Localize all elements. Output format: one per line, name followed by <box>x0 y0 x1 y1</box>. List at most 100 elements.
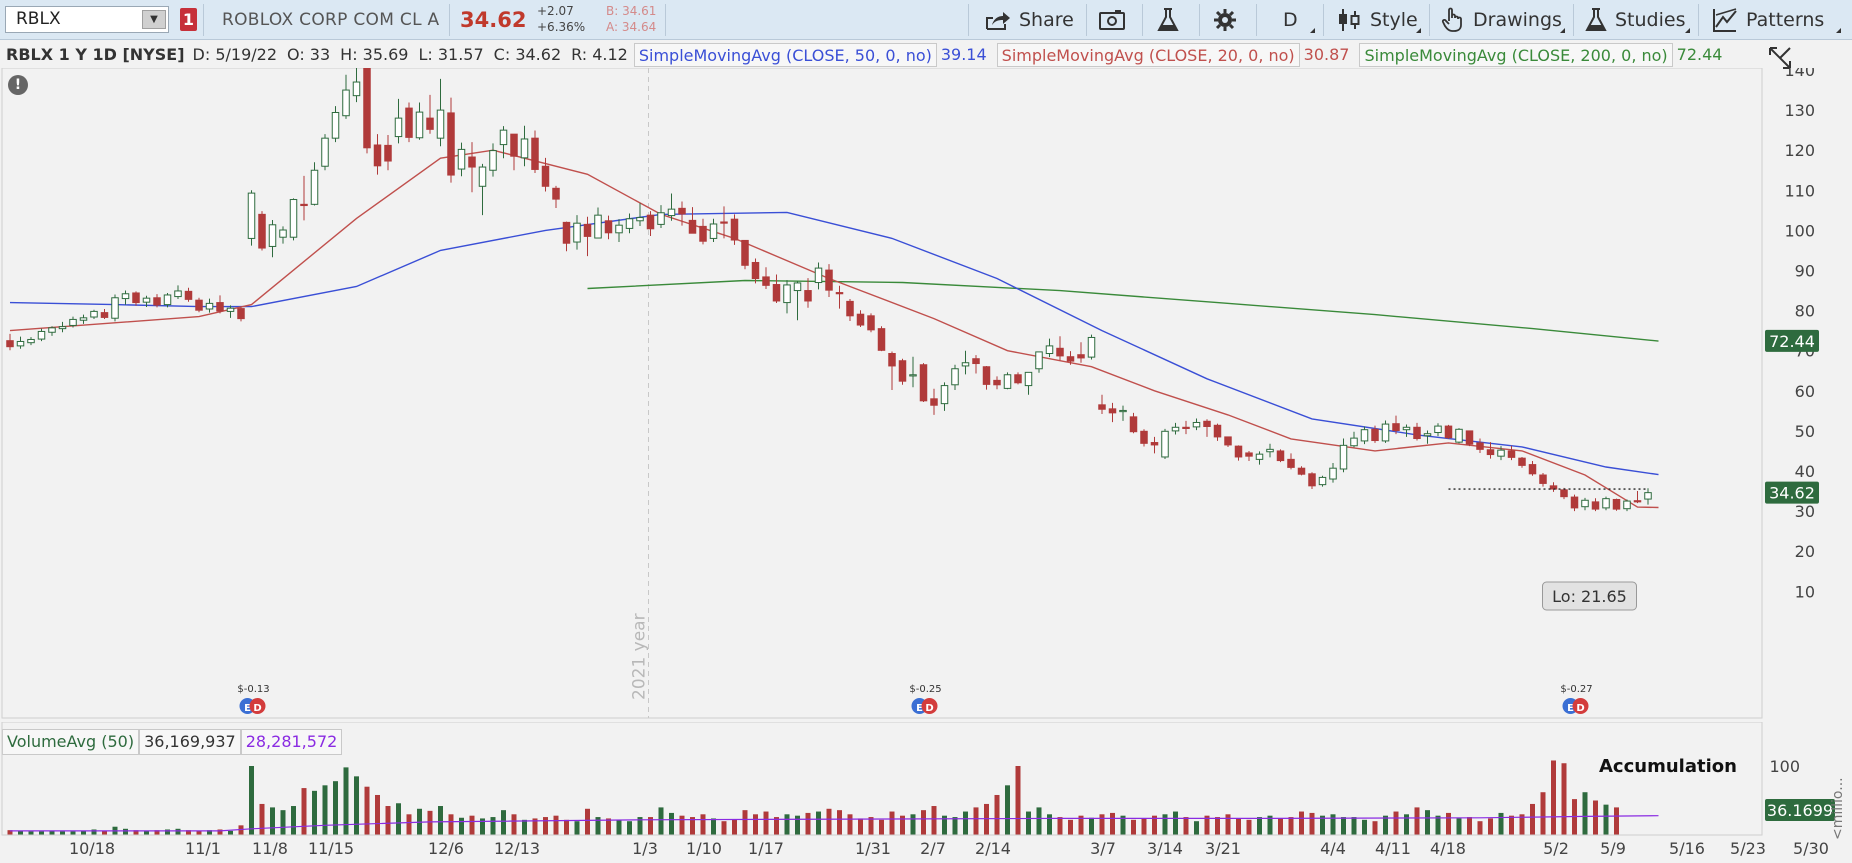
candle-body <box>48 327 56 333</box>
candle <box>1360 426 1369 445</box>
candle-body <box>1507 450 1516 458</box>
share-button[interactable]: Share <box>985 0 1074 40</box>
symbol-dropdown-chevron-down-icon[interactable]: ▼ <box>142 10 166 29</box>
symbol-input[interactable]: RBLX ▼ <box>5 6 169 33</box>
volume-bar <box>154 830 160 835</box>
price-tick-label: 140 <box>1784 68 1815 80</box>
candle-body <box>646 214 655 230</box>
volume-bar <box>574 821 580 835</box>
earnings-eps-label: $-0.13 <box>237 684 269 695</box>
sma50-value: 39.14 <box>940 45 987 64</box>
candle-body <box>1371 428 1379 442</box>
candle <box>69 316 77 328</box>
candle <box>426 94 434 134</box>
alert-exclamation-icon[interactable]: ! <box>8 75 28 95</box>
volume-bar <box>1414 807 1420 835</box>
chart-title: RBLX 1 Y 1D [NYSE] <box>6 45 185 64</box>
candle <box>867 313 875 333</box>
candle <box>216 295 224 314</box>
candle-body <box>69 318 77 326</box>
date-tick-label: 5/23 <box>1730 839 1766 858</box>
candle <box>604 215 613 240</box>
dividend-d-icon <box>249 698 266 714</box>
candle-body <box>1570 496 1579 509</box>
candle-body <box>825 269 833 291</box>
studies-label: Studies <box>1615 9 1686 31</box>
candle <box>279 226 287 244</box>
volume-bar <box>238 825 244 835</box>
price-tick-label: 40 <box>1795 462 1815 481</box>
volume-bar <box>438 806 443 835</box>
volume-bar <box>1362 819 1367 835</box>
volume-bar <box>354 776 359 835</box>
candle <box>163 292 172 308</box>
volume-chart[interactable]: 100 36.1699 Accumulation 10/18 11/1 11/8 11/1… <box>0 722 1852 863</box>
screenshot-button[interactable] <box>1099 0 1125 40</box>
candle-body <box>1308 473 1316 487</box>
date-tick-label: 1/10 <box>686 839 722 858</box>
company-name: ROBLOX CORP COM CL A <box>222 10 440 30</box>
candle <box>1234 445 1243 461</box>
candle <box>1318 475 1327 487</box>
candle-body <box>289 199 298 238</box>
volume-bar <box>1015 766 1021 835</box>
candle-body <box>174 290 182 298</box>
timeframe-button[interactable]: D <box>1283 0 1298 40</box>
date-tick-label: 4/11 <box>1375 839 1411 858</box>
candle-body <box>636 217 644 222</box>
dividend-d-letter: D <box>925 703 933 714</box>
earnings-e-letter: E <box>1567 703 1574 714</box>
candle-body <box>541 165 550 187</box>
volume-average-line <box>10 815 1659 832</box>
candle-body <box>772 284 781 302</box>
candle <box>1224 436 1232 447</box>
price-chart[interactable]: 140130120110100908070605040302010 2021 y… <box>0 68 1852 720</box>
sma20-value: 30.87 <box>1303 45 1350 64</box>
patterns-button[interactable]: Patterns <box>1712 0 1824 40</box>
candle <box>1381 420 1390 443</box>
settings-button[interactable] <box>1213 0 1237 40</box>
volume-bar <box>858 818 863 835</box>
toolbar-separator <box>968 4 969 36</box>
sma50-label[interactable]: SimpleMovingAvg (CLOSE, 50, 0, no) <box>633 43 937 67</box>
candle <box>625 213 634 234</box>
drawings-button[interactable]: Drawings <box>1441 0 1562 40</box>
ohlc-range: R: 4.12 <box>571 45 628 64</box>
volume-bar <box>816 811 821 835</box>
candle <box>436 78 445 147</box>
volume-bar <box>763 811 769 835</box>
candle-body <box>268 224 277 247</box>
candle <box>226 305 235 318</box>
sma20-label[interactable]: SimpleMovingAvg (CLOSE, 20, 0, no) <box>996 43 1300 67</box>
candle <box>1077 342 1085 363</box>
studies-button[interactable]: Studies <box>1585 0 1685 40</box>
candle <box>1308 472 1316 490</box>
candle-body <box>982 366 991 385</box>
candle <box>321 134 329 171</box>
candle-body <box>16 340 25 347</box>
style-button[interactable]: Style <box>1336 0 1418 40</box>
candle <box>300 175 308 221</box>
alert-count-badge[interactable]: 1 <box>180 8 197 31</box>
flask-button[interactable] <box>1157 0 1179 40</box>
candle <box>877 326 886 352</box>
volume-bar <box>1278 818 1283 835</box>
volume-bar <box>648 817 653 835</box>
sma200-label[interactable]: SimpleMovingAvg (CLOSE, 200, 0, no) <box>1359 43 1673 67</box>
expand-icon[interactable] <box>1766 44 1794 72</box>
candle <box>909 356 917 388</box>
candle <box>153 294 161 308</box>
volume-bar <box>711 818 716 835</box>
candle <box>1455 428 1463 444</box>
volume-bar <box>228 830 233 835</box>
candle <box>541 157 550 192</box>
volume-study-label[interactable]: VolumeAvg (50) <box>2 729 140 755</box>
volume-bar <box>385 806 391 835</box>
symbol-text: RBLX <box>16 9 61 29</box>
candle-body <box>90 310 98 318</box>
candle-body <box>888 353 896 367</box>
candle-body <box>1077 354 1085 359</box>
volume-bar <box>1236 818 1241 835</box>
candle-body <box>1014 374 1022 384</box>
candle-body <box>1108 408 1117 414</box>
